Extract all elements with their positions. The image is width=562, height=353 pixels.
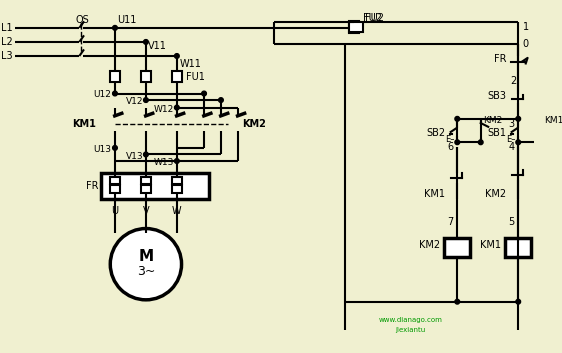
Bar — [350, 22, 362, 32]
Text: QS: QS — [75, 15, 89, 25]
Text: KM1: KM1 — [72, 119, 96, 128]
Text: W11: W11 — [180, 59, 202, 70]
Text: KM2: KM2 — [419, 240, 441, 250]
Circle shape — [175, 159, 179, 163]
Text: SB1: SB1 — [487, 128, 506, 138]
Text: U12: U12 — [93, 90, 111, 99]
Bar — [172, 71, 182, 82]
Text: 5: 5 — [508, 217, 514, 227]
Text: KM2: KM2 — [485, 189, 506, 199]
Circle shape — [143, 152, 148, 157]
Text: L3: L3 — [1, 51, 13, 61]
Text: V12: V12 — [125, 97, 143, 107]
Circle shape — [455, 140, 460, 145]
Text: V13: V13 — [125, 152, 143, 161]
Bar — [141, 71, 151, 82]
Text: KM1: KM1 — [545, 116, 562, 125]
Text: FU1: FU1 — [186, 72, 205, 82]
Text: KM2: KM2 — [243, 119, 266, 128]
Text: jiexiantu: jiexiantu — [395, 327, 425, 333]
Bar — [505, 238, 531, 257]
Circle shape — [143, 40, 148, 44]
Bar — [141, 177, 151, 185]
Text: www.dianago.com: www.dianago.com — [378, 317, 442, 323]
Circle shape — [202, 91, 206, 96]
Text: W13: W13 — [153, 158, 174, 167]
Circle shape — [175, 54, 179, 58]
Bar — [101, 173, 209, 198]
Text: 3: 3 — [509, 119, 514, 128]
Text: 7: 7 — [447, 217, 454, 227]
Circle shape — [175, 105, 179, 110]
Circle shape — [516, 140, 520, 145]
Text: U: U — [111, 206, 119, 216]
Circle shape — [112, 25, 117, 30]
Text: KM1: KM1 — [481, 240, 501, 250]
Text: FU2: FU2 — [365, 13, 384, 24]
Circle shape — [455, 299, 460, 304]
Bar — [141, 185, 151, 193]
Text: FR: FR — [493, 54, 506, 64]
Text: U13: U13 — [93, 145, 111, 154]
Text: V11: V11 — [148, 41, 167, 51]
Text: W12: W12 — [154, 105, 174, 114]
Text: U11: U11 — [117, 15, 136, 25]
Text: 6: 6 — [447, 142, 454, 152]
Bar — [172, 177, 182, 185]
Circle shape — [455, 116, 460, 121]
Text: L2: L2 — [1, 37, 13, 47]
Circle shape — [143, 98, 148, 102]
Text: 2: 2 — [510, 76, 516, 86]
Circle shape — [478, 140, 483, 145]
Circle shape — [110, 228, 182, 300]
Text: FR: FR — [85, 181, 98, 191]
Bar — [110, 177, 120, 185]
Text: E–: E– — [445, 135, 455, 144]
Bar — [110, 185, 120, 193]
Text: 3~: 3~ — [137, 265, 155, 278]
Bar — [172, 185, 182, 193]
Text: SB2: SB2 — [426, 128, 445, 138]
Text: E–: E– — [506, 135, 515, 144]
Text: KM2: KM2 — [483, 116, 503, 125]
Bar — [444, 238, 470, 257]
Text: SB3: SB3 — [487, 91, 506, 101]
Circle shape — [540, 140, 544, 145]
Text: FU2: FU2 — [364, 13, 382, 24]
Text: W: W — [172, 206, 182, 216]
Text: 1: 1 — [523, 22, 529, 32]
Text: V: V — [143, 206, 149, 216]
Text: KM1: KM1 — [424, 189, 445, 199]
Text: 4: 4 — [509, 142, 514, 152]
Bar — [110, 71, 120, 82]
Circle shape — [516, 299, 520, 304]
Circle shape — [112, 145, 117, 150]
Circle shape — [219, 98, 223, 102]
Bar — [350, 21, 359, 32]
Text: M: M — [138, 249, 153, 264]
Circle shape — [516, 116, 520, 121]
Text: 0: 0 — [522, 39, 528, 49]
Circle shape — [112, 91, 117, 96]
Text: L1: L1 — [1, 23, 13, 33]
